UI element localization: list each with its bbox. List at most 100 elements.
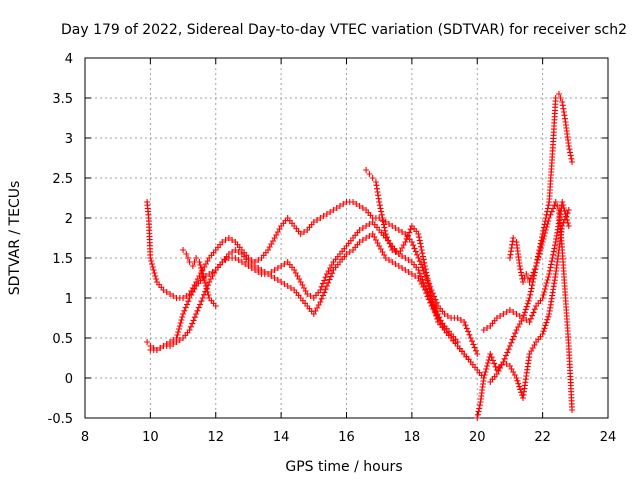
data-point — [163, 289, 170, 295]
data-point — [392, 249, 399, 255]
data-point — [376, 199, 383, 205]
data-point — [524, 275, 531, 281]
plot-frame — [84, 57, 609, 419]
data-point — [386, 240, 393, 247]
data-point — [406, 229, 413, 236]
x-tick-label: 14 — [273, 430, 290, 445]
data-point — [225, 251, 232, 257]
data-point — [545, 202, 552, 209]
data-point — [319, 292, 326, 299]
data-point — [251, 263, 258, 269]
data-point — [518, 269, 525, 276]
data-point — [425, 279, 432, 285]
data-point — [376, 202, 383, 209]
data-point — [149, 261, 156, 267]
data-point — [434, 316, 441, 322]
data-point — [560, 202, 567, 208]
data-point — [225, 235, 232, 241]
data-point — [454, 315, 461, 321]
data-point — [522, 306, 529, 313]
data-point — [520, 315, 527, 321]
data-point — [501, 355, 508, 362]
data-point — [177, 320, 184, 326]
data-point — [392, 225, 399, 231]
data-point — [377, 205, 384, 212]
data-point — [423, 269, 430, 276]
data-point — [258, 267, 265, 273]
data-point — [476, 405, 483, 412]
data-point — [325, 279, 332, 286]
series-track-5 — [180, 247, 219, 309]
y-axis-ticks: -0.5 0 0.5 1 1.5 2 2.5 3 3.5 4 — [48, 52, 608, 427]
data-point — [551, 245, 558, 252]
data-point — [307, 293, 314, 299]
data-point — [506, 307, 513, 313]
data-point — [402, 239, 409, 245]
data-point — [392, 261, 399, 267]
data-point — [476, 402, 483, 409]
data-point — [433, 299, 440, 306]
data-point — [503, 352, 510, 359]
data-point — [183, 251, 190, 257]
data-point — [160, 287, 167, 293]
data-point — [503, 361, 510, 367]
data-point — [395, 263, 402, 269]
data-point — [484, 325, 491, 331]
data-point — [544, 221, 551, 227]
data-point — [317, 215, 324, 221]
series-track-6 — [474, 207, 572, 421]
data-point — [421, 259, 428, 266]
data-point — [484, 360, 491, 366]
data-point — [175, 329, 182, 335]
data-point — [540, 328, 547, 335]
data-point — [271, 267, 278, 273]
data-point — [517, 266, 524, 273]
data-point — [382, 231, 389, 237]
data-point — [170, 337, 177, 343]
grid — [85, 58, 608, 418]
data-point — [274, 265, 281, 271]
data-point — [314, 217, 321, 223]
data-point — [527, 288, 534, 295]
data-point — [408, 271, 415, 277]
data-point — [531, 272, 538, 279]
data-point — [232, 247, 239, 253]
data-point — [301, 229, 308, 235]
data-point — [380, 218, 387, 225]
y-tick-label: 1 — [65, 292, 73, 307]
series-track-4 — [363, 167, 474, 365]
data-point — [475, 408, 482, 415]
data-point — [415, 267, 422, 273]
data-point — [201, 277, 208, 283]
data-point — [408, 239, 415, 245]
data-point — [350, 199, 357, 205]
data-point — [554, 203, 561, 209]
data-point — [323, 211, 330, 217]
data-point — [310, 219, 317, 225]
data-point — [539, 295, 546, 301]
data-point — [178, 317, 185, 323]
data-point — [187, 323, 194, 330]
data-point — [506, 343, 513, 349]
data-point — [378, 211, 385, 218]
data-point — [563, 214, 570, 220]
data-point — [537, 245, 544, 251]
x-tick-label: 8 — [81, 430, 89, 445]
data-point — [542, 286, 549, 292]
data-point — [471, 344, 478, 351]
data-point — [550, 205, 557, 212]
data-point — [568, 155, 575, 162]
data-point — [544, 205, 551, 212]
data-point — [565, 143, 572, 149]
data-point — [541, 233, 548, 239]
x-tick-label: 24 — [600, 430, 617, 445]
data-point — [520, 312, 527, 319]
data-point — [189, 320, 196, 327]
data-point — [444, 313, 451, 319]
data-point — [543, 224, 550, 230]
data-point — [541, 289, 548, 295]
data-point — [510, 333, 517, 340]
data-point — [465, 328, 472, 335]
x-tick-label: 16 — [338, 430, 355, 445]
data-point — [542, 322, 549, 329]
